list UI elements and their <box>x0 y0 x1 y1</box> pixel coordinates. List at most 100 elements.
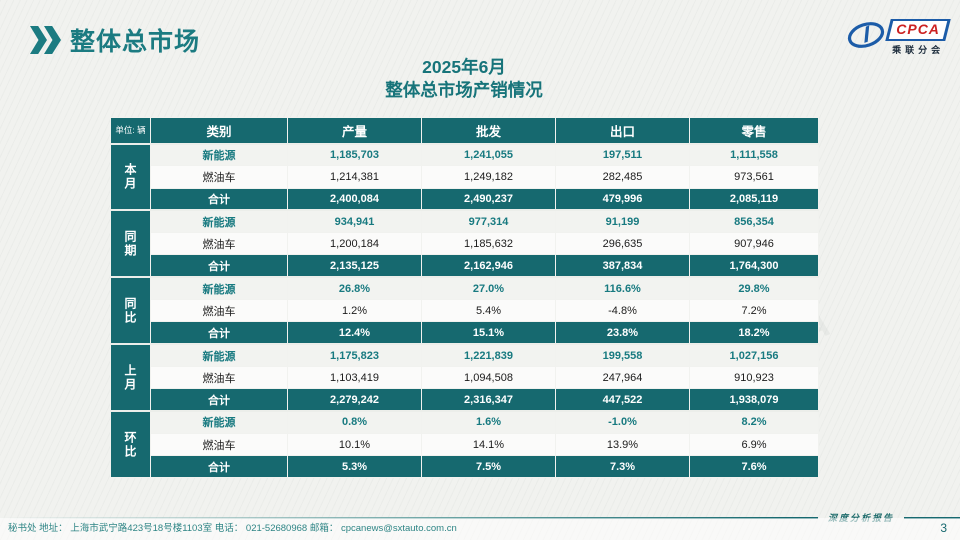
table-row: 环比 新能源 0.8% 1.6% -1.0% 8.2% <box>110 410 819 479</box>
footer-rule-line <box>0 516 818 519</box>
table-row: 本月 新能源 1,185,703 1,241,055 197,511 1,111,558 <box>110 142 819 211</box>
value-cell: 5.3% <box>287 455 422 479</box>
value-cell: 282,485 <box>555 165 690 189</box>
category-cell: 燃油车 <box>150 165 288 189</box>
table-row: 合计 2,135,125 2,162,946 387,834 1,764,300 <box>111 254 819 278</box>
value-cell: 15.1% <box>421 321 556 345</box>
table-row: 同比 新能源 26.8% 27.0% 116.6% 29.8% <box>110 276 819 345</box>
value-cell: 2,085,119 <box>689 187 819 211</box>
cpca-logo-text: CPCA <box>896 21 941 37</box>
value-cell: 973,561 <box>689 165 819 189</box>
table-row: 合计 2,279,242 2,316,347 447,522 1,938,079 <box>111 388 819 412</box>
table-row: 燃油车 1.2% 5.4% -4.8% 7.2% <box>111 299 819 323</box>
page-title: 整体总市场 <box>70 28 201 56</box>
page-number: 3 <box>940 521 947 535</box>
cpca-logo-banner: CPCA <box>885 19 951 41</box>
value-cell: 18.2% <box>689 321 819 345</box>
table-row: 燃油车 1,103,419 1,094,508 247,964 910,923 <box>111 365 819 390</box>
footer-band <box>0 518 960 540</box>
value-cell: 1,185,703 <box>287 142 422 167</box>
row-group-label: 同比 <box>110 276 151 345</box>
category-cell: 合计 <box>150 321 288 345</box>
header: 整体总市场 <box>30 22 200 58</box>
table-row: 燃油车 1,200,184 1,185,632 296,635 907,946 <box>111 232 819 256</box>
slide-title: 2025年6月 整体总市场产销情况 <box>110 56 818 102</box>
table-row: 上月 新能源 1,175,823 1,221,839 199,558 1,027,156 <box>110 343 819 412</box>
value-cell: 387,834 <box>555 254 690 278</box>
category-cell: 合计 <box>150 187 288 211</box>
value-cell: 5.4% <box>421 299 556 323</box>
value-cell: 23.8% <box>555 321 690 345</box>
value-cell: 2,162,946 <box>421 254 556 278</box>
value-cell: 1,221,839 <box>421 343 556 367</box>
value-cell: 29.8% <box>689 276 819 301</box>
unit-label: 单位: 辆 <box>110 117 151 144</box>
column-header-category: 类别 <box>150 117 288 144</box>
table-row: 同期 新能源 934,941 977,314 91,199 856,354 <box>110 209 819 278</box>
cpca-logo: CPCA 乘联分会 <box>846 18 951 57</box>
value-cell: 1,094,508 <box>421 365 556 390</box>
table-body: 本月 新能源 1,185,703 1,241,055 197,511 1,111,558 燃… <box>110 142 819 479</box>
category-cell: 新能源 <box>150 410 288 434</box>
value-cell: 197,511 <box>555 142 690 167</box>
value-cell: 907,946 <box>689 232 819 256</box>
value-cell: 1,175,823 <box>287 343 422 367</box>
footer-contact-info: 秘书处 地址： 上海市武宁路423号18号楼1103室 电话： 021-5268… <box>8 523 457 534</box>
row-group-label: 环比 <box>110 410 151 479</box>
value-cell: 247,964 <box>555 365 690 390</box>
category-cell: 新能源 <box>150 276 288 301</box>
table-row: 合计 5.3% 7.5% 7.3% 7.6% <box>111 455 819 479</box>
table-row: 合计 2,400,084 2,490,237 479,996 2,085,119 <box>111 187 819 211</box>
category-cell: 新能源 <box>150 209 288 234</box>
value-cell: 1.6% <box>421 410 556 434</box>
category-cell: 合计 <box>150 455 288 479</box>
value-cell: 10.1% <box>287 432 422 457</box>
column-header-production: 产量 <box>287 117 422 144</box>
value-cell: 2,316,347 <box>421 388 556 412</box>
value-cell: 2,279,242 <box>287 388 422 412</box>
value-cell: 2,135,125 <box>287 254 422 278</box>
value-cell: 6.9% <box>689 432 819 457</box>
category-cell: 燃油车 <box>150 232 288 256</box>
value-cell: 1,249,182 <box>421 165 556 189</box>
value-cell: 1,185,632 <box>421 232 556 256</box>
value-cell: 856,354 <box>689 209 819 234</box>
category-cell: 新能源 <box>150 343 288 367</box>
category-cell: 新能源 <box>150 142 288 167</box>
chevron-right-icon <box>30 26 47 54</box>
footer-rule-line <box>904 516 960 519</box>
category-cell: 燃油车 <box>150 299 288 323</box>
row-group-label: 同期 <box>110 209 151 278</box>
value-cell: 1,214,381 <box>287 165 422 189</box>
slide-title-line2: 整体总市场产销情况 <box>385 80 543 100</box>
value-cell: 26.8% <box>287 276 422 301</box>
category-cell: 合计 <box>150 388 288 412</box>
value-cell: 116.6% <box>555 276 690 301</box>
column-header-retail: 零售 <box>689 117 819 144</box>
value-cell: 2,490,237 <box>421 187 556 211</box>
value-cell: 1,241,055 <box>421 142 556 167</box>
value-cell: 7.6% <box>689 455 819 479</box>
column-header-export: 出口 <box>555 117 690 144</box>
value-cell: -1.0% <box>555 410 690 434</box>
value-cell: 447,522 <box>555 388 690 412</box>
value-cell: 91,199 <box>555 209 690 234</box>
value-cell: 27.0% <box>421 276 556 301</box>
value-cell: 910,923 <box>689 365 819 390</box>
value-cell: 977,314 <box>421 209 556 234</box>
category-cell: 燃油车 <box>150 432 288 457</box>
table-row: 燃油车 1,214,381 1,249,182 282,485 973,561 <box>111 165 819 189</box>
category-cell: 合计 <box>150 254 288 278</box>
value-cell: 7.5% <box>421 455 556 479</box>
value-cell: 0.8% <box>287 410 422 434</box>
value-cell: 1,764,300 <box>689 254 819 278</box>
value-cell: 12.4% <box>287 321 422 345</box>
value-cell: 934,941 <box>287 209 422 234</box>
value-cell: 199,558 <box>555 343 690 367</box>
table-header-row: 单位: 辆 类别 产量 批发 出口 零售 <box>110 117 819 144</box>
value-cell: 1,103,419 <box>287 365 422 390</box>
value-cell: 1,111,558 <box>689 142 819 167</box>
table-row: 合计 12.4% 15.1% 23.8% 18.2% <box>111 321 819 345</box>
value-cell: 296,635 <box>555 232 690 256</box>
value-cell: 1,938,079 <box>689 388 819 412</box>
